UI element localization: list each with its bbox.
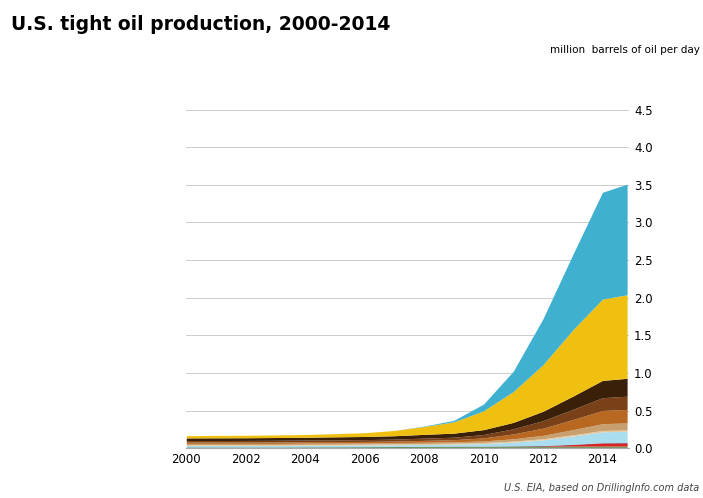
Text: U.S. tight oil production, 2000-2014: U.S. tight oil production, 2000-2014 bbox=[11, 15, 390, 34]
Text: U.S. EIA, based on DrillingInfo.com data: U.S. EIA, based on DrillingInfo.com data bbox=[504, 483, 699, 493]
Text: million  barrels of oil per day: million barrels of oil per day bbox=[550, 45, 699, 55]
